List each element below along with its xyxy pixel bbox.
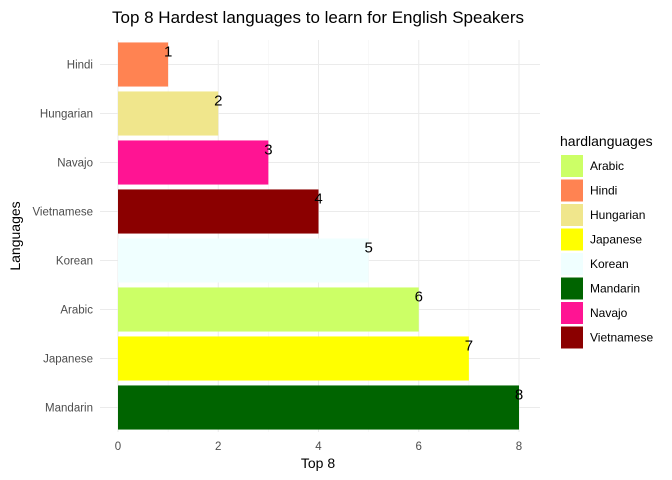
- x-tick-label: 2: [215, 441, 221, 453]
- x-tick-label: 4: [315, 441, 322, 453]
- legend-swatch-mandarin: [561, 277, 583, 300]
- legend-label-navajo: Navajo: [590, 306, 628, 320]
- bar-hungarian: [118, 91, 219, 136]
- legend-swatch-japanese: [561, 228, 583, 251]
- legend-label-vietnamese: Vietnamese: [590, 331, 653, 345]
- data-label-vietnamese: 4: [314, 190, 322, 207]
- data-label-hungarian: 2: [214, 92, 222, 109]
- legend-label-korean: Korean: [590, 257, 629, 271]
- chart-title: Top 8 Hardest languages to learn for Eng…: [112, 8, 524, 27]
- legend-label-hindi: Hindi: [590, 184, 617, 198]
- x-axis-title: Top 8: [301, 455, 335, 471]
- x-tick-label: 8: [516, 441, 522, 453]
- legend-items: Arabic Hindi Hungarian Japanese Korean Mandar…: [561, 155, 653, 349]
- bar-korean: [118, 238, 369, 283]
- legend: hardlanguages Arabic Hindi Hungarian Japane…: [560, 133, 653, 349]
- legend-swatch-navajo: [561, 302, 583, 324]
- y-tick-label: Vietnamese: [32, 207, 93, 219]
- legend-label-japanese: Japanese: [590, 233, 642, 247]
- data-label-arabic: 6: [415, 288, 423, 305]
- y-tick-label: Arabic: [60, 305, 93, 317]
- bar-arabic: [118, 287, 419, 332]
- bar-navajo: [118, 140, 269, 185]
- x-axis-tick-labels: 0 2 4 6 8: [115, 441, 522, 453]
- legend-swatch-hindi: [561, 179, 583, 202]
- bar-japanese: [118, 336, 469, 381]
- y-tick-label: Japanese: [43, 354, 93, 366]
- legend-swatch-vietnamese: [561, 326, 583, 349]
- bar-hindi: [118, 42, 169, 87]
- y-tick-label: Korean: [56, 256, 93, 268]
- legend-label-hungarian: Hungarian: [590, 208, 645, 222]
- bar-mandarin: [118, 385, 519, 430]
- x-tick-label: 6: [416, 441, 422, 453]
- x-tick-label: 0: [115, 441, 121, 453]
- bars: [118, 42, 519, 430]
- legend-title: hardlanguages: [560, 133, 653, 149]
- y-tick-label: Hindi: [67, 60, 93, 72]
- y-tick-label: Hungarian: [40, 109, 93, 121]
- legend-swatch-arabic: [561, 155, 583, 177]
- data-label-mandarin: 8: [515, 386, 523, 403]
- y-tick-label: Mandarin: [45, 403, 93, 415]
- data-label-japanese: 7: [465, 337, 473, 354]
- legend-swatch-hungarian: [561, 204, 583, 226]
- legend-label-mandarin: Mandarin: [590, 282, 640, 296]
- data-label-korean: 5: [364, 239, 372, 256]
- y-axis-tick-labels: Mandarin Japanese Arabic Korean Vietnamese Na…: [32, 60, 93, 415]
- y-tick-label: Navajo: [57, 158, 93, 170]
- legend-label-arabic: Arabic: [590, 159, 624, 173]
- data-label-navajo: 3: [264, 141, 272, 158]
- data-label-hindi: 1: [164, 43, 172, 60]
- y-axis-title: Languages: [7, 201, 23, 270]
- bar-vietnamese: [118, 189, 319, 234]
- data-labels: 8 7 6 5 4 3 2 1: [164, 43, 523, 403]
- legend-swatch-korean: [561, 253, 583, 275]
